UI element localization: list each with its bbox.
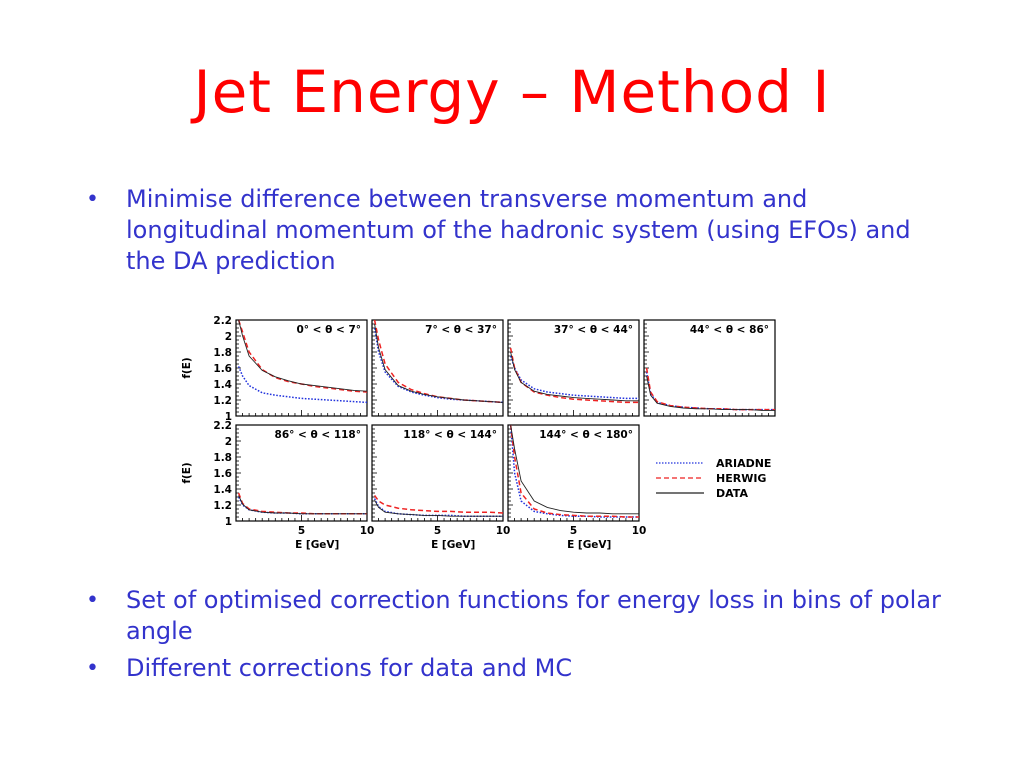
bullet-list-bottom: • Set of optimised correction functions … — [86, 585, 956, 690]
x-axis-title: E [GeV] — [431, 539, 475, 551]
panel-label: 7° < θ < 37° — [425, 324, 497, 336]
series-data — [238, 495, 367, 515]
panel-frame — [643, 319, 776, 417]
legend: ARIADNE HERWIG DATA — [656, 457, 771, 500]
series-data — [510, 424, 639, 515]
series-data — [510, 351, 639, 402]
bullet-item: • Set of optimised correction functions … — [86, 585, 956, 647]
x-tick-label: 10 — [632, 525, 647, 537]
y-tick-label: 2 — [225, 331, 232, 343]
y-tick-label: 1.6 — [213, 363, 232, 375]
panel-6: 118° < θ < 144° — [371, 424, 504, 522]
y-tick-label: 1.6 — [213, 468, 232, 480]
panel-3: 37° < θ < 44° — [507, 319, 640, 417]
series-herwig — [373, 494, 504, 514]
panel-frame — [235, 319, 368, 417]
bullet-glyph: • — [86, 656, 99, 681]
y-tick-label: 1.8 — [213, 347, 232, 359]
legend-label-herwig: HERWIG — [716, 472, 766, 485]
series-data — [238, 319, 368, 392]
bullet-text: Minimise difference between transverse m… — [126, 185, 911, 275]
panel-frame — [507, 424, 640, 522]
panel-frame — [371, 424, 504, 522]
x-tick-label: 5 — [570, 525, 577, 537]
series-data — [646, 375, 775, 411]
panel-label: 86° < θ < 118° — [275, 429, 361, 441]
bullet-text: Different corrections for data and MC — [126, 654, 573, 682]
panel-1: 0° < θ < 7° 1 1.2 1.4 1.6 1.8 2 2.2 — [213, 315, 368, 423]
panel-5: 86° < θ < 118° 1 1.2 1.4 1.6 1.8 2 2.2 — [213, 420, 368, 528]
panel-label: 44° < θ < 86° — [690, 324, 769, 336]
legend-label-data: DATA — [716, 487, 748, 500]
y-axis-title: f(E) — [181, 357, 193, 378]
y-tick-label: 2.2 — [213, 315, 232, 327]
y-tick-label: 1.2 — [213, 500, 232, 512]
x-tick-label: 5 — [298, 525, 305, 537]
y-tick-label: 1.8 — [213, 452, 232, 464]
panel-label: 0° < θ < 7° — [296, 324, 361, 336]
series-herwig — [509, 424, 639, 518]
y-tick-label: 2.2 — [213, 420, 232, 432]
series-data — [374, 499, 503, 517]
panel-4: 44° < θ < 86° — [643, 319, 776, 417]
y-tick-label: 1.4 — [213, 484, 232, 496]
panel-label: 37° < θ < 44° — [554, 324, 633, 336]
series-ariadne — [237, 366, 368, 404]
x-axis-title: E [GeV] — [295, 539, 339, 551]
y-tick-label: 1 — [225, 516, 232, 528]
bullet-item: • Different corrections for data and MC — [86, 653, 956, 684]
series-data — [374, 323, 504, 403]
y-tick-label: 1.2 — [213, 395, 232, 407]
x-tick-label: 10 — [360, 525, 375, 537]
bullet-glyph: • — [86, 187, 99, 212]
panel-2: 7° < θ < 37° — [371, 319, 504, 417]
y-tick-label: 1.4 — [213, 379, 232, 391]
panel-label: 118° < θ < 144° — [403, 429, 497, 441]
x-axis-title: E [GeV] — [567, 539, 611, 551]
y-axis-title: f(E) — [181, 462, 193, 483]
bullet-list-top: • Minimise difference between transverse… — [86, 184, 956, 283]
y-tick-label: 1 — [225, 411, 232, 423]
x-tick-label: 5 — [434, 525, 441, 537]
bullet-text: Set of optimised correction functions fo… — [126, 586, 941, 645]
y-tick-label: 2 — [225, 436, 232, 448]
bullet-item: • Minimise difference between transverse… — [86, 184, 956, 277]
panel-frame — [371, 319, 504, 417]
correction-functions-figure: f(E) f(E) 0° < θ < 7° 1 1.2 1.4 1.6 1.8 2 2.2 7° <… — [181, 315, 776, 551]
panel-label: 144° < θ < 180° — [539, 429, 633, 441]
series-herwig — [373, 319, 504, 404]
panel-7: 144° < θ < 180° — [507, 424, 640, 522]
slide-title: Jet Energy – Method I — [193, 58, 831, 126]
legend-label-ariadne: ARIADNE — [716, 457, 771, 470]
bullet-glyph: • — [86, 588, 99, 613]
x-tick-label: 10 — [496, 525, 511, 537]
